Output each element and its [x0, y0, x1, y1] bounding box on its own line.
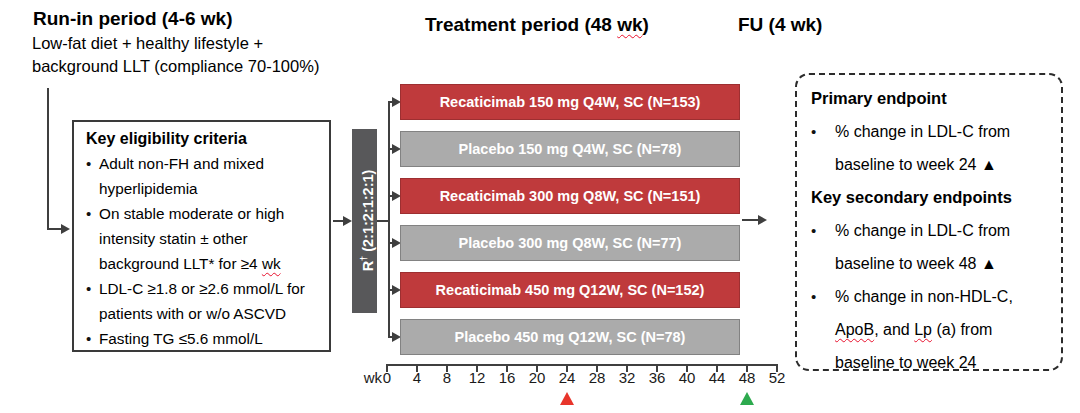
eligibility-criteria-box: Key eligibility criteria • Adult non-FH …: [72, 120, 331, 352]
axis-tick-label: 28: [582, 369, 612, 386]
randomization-ratio: (2:1:2:1:2:1): [360, 170, 376, 256]
bullet-icon: •: [811, 280, 835, 379]
bullet-icon: •: [811, 115, 835, 181]
red-triangle-icon: ▲: [981, 156, 997, 173]
arm-bar-placebo-150: Placebo 150 mg Q4W, SC (N=78): [400, 131, 740, 167]
run-in-subtitle-line1: Low-fat diet + healthy lifestyle +: [32, 34, 263, 53]
endpoints-box: Primary endpoint • % change in LDL-C fro…: [795, 73, 1063, 371]
axis-tick-label: 4: [402, 369, 432, 386]
treatment-title-text: Treatment period (48: [425, 14, 617, 35]
endpoint-line: baseline to week 48 ▲: [835, 247, 1057, 280]
axis-tick-label: 44: [702, 369, 732, 386]
endpoint-item: • % change in LDL-C from baseline to wee…: [811, 115, 1057, 181]
arm-bar-recaticimab-450: Recaticimab 450 mg Q12W, SC (N=152): [400, 272, 740, 308]
eligibility-item: • LDL-C ≥1.8 or ≥2.6 mmol/L for patients…: [86, 276, 323, 326]
week24-red-triangle-icon: [560, 392, 574, 405]
eligibility-line-text: background LLT* for ≥4: [99, 255, 262, 272]
axis-tick-label: 40: [672, 369, 702, 386]
eligibility-item: • Adult non-FH and mixed hyperlipidemia: [86, 151, 323, 201]
bullet-icon: •: [86, 326, 99, 351]
treatment-title-wavy-word: wk: [617, 14, 642, 35]
endpoint-line: baseline to week 24: [835, 346, 1057, 379]
randomization-r: R: [360, 261, 376, 271]
axis-tick-label: 0: [372, 369, 402, 386]
eligibility-item-line: background LLT* for ≥4 wk: [99, 251, 323, 276]
arm-bar-recaticimab-300: Recaticimab 300 mg Q8W, SC (N=151): [400, 178, 740, 214]
eligibility-item-line: Adult non-FH and mixed: [99, 151, 323, 176]
endpoint-wavy-word: ApoB: [835, 321, 874, 338]
eligibility-to-randomization-arrowhead-icon: [343, 216, 352, 226]
endpoint-item: • % change in LDL-C from baseline to wee…: [811, 214, 1057, 280]
secondary-endpoints-title: Key secondary endpoints: [811, 181, 1057, 214]
green-triangle-icon: ▲: [981, 255, 997, 272]
week-axis-line: [386, 364, 777, 366]
axis-tick-label: 20: [522, 369, 552, 386]
axis-tick-label: 12: [462, 369, 492, 386]
eligibility-item-line: On stable moderate or high: [99, 201, 323, 226]
primary-endpoint-title: Primary endpoint: [811, 82, 1057, 115]
axis-tick-label: 24: [552, 369, 582, 386]
follow-up-title: FU (4 wk): [738, 14, 822, 36]
treatment-title-close: ): [643, 14, 649, 35]
axis-tick-label: 8: [432, 369, 462, 386]
branch-vline: [388, 101, 390, 338]
arm-bar-placebo-300: Placebo 300 mg Q8W, SC (N=77): [400, 225, 740, 261]
eligibility-item-line: Fasting TG ≤5.6 mmol/L: [99, 326, 323, 351]
endpoint-wavy-word: Lp: [914, 321, 932, 338]
axis-tick-label: 36: [642, 369, 672, 386]
endpoint-line: % change in LDL-C from: [835, 214, 1057, 247]
bullet-icon: •: [86, 151, 99, 201]
eligibility-item: • Fasting TG ≤5.6 mmol/L: [86, 326, 323, 351]
bullet-icon: •: [811, 214, 835, 280]
run-in-connector-vline: [47, 88, 49, 230]
eligibility-item-line: patients with or w/o ASCVD: [99, 301, 323, 326]
endpoint-line-text: , and: [874, 321, 914, 338]
axis-tick-label: 16: [492, 369, 522, 386]
arm-bar-placebo-450: Placebo 450 mg Q12W, SC (N=78): [400, 319, 740, 355]
week48-green-triangle-icon: [740, 392, 754, 405]
eligibility-line-wavy-word: wk: [262, 255, 281, 272]
eligibility-item-line: intensity statin ± other: [99, 226, 323, 251]
endpoint-line-text: baseline to week 24: [835, 156, 981, 173]
randomization-label: R† (2:1:2:1:2:1): [352, 128, 377, 313]
endpoint-line-text: baseline to week 48: [835, 255, 981, 272]
endpoint-item: • % change in non-HDL-C, ApoB, and Lp (a…: [811, 280, 1057, 379]
study-design-diagram: Run-in period (4-6 wk) Low-fat diet + he…: [0, 0, 1080, 413]
axis-tick-label: 48: [732, 369, 762, 386]
arms-to-endpoints-arrowhead-icon: [758, 215, 767, 225]
eligibility-item: • On stable moderate or high intensity s…: [86, 201, 323, 276]
endpoint-line-text: (a) from: [932, 321, 992, 338]
axis-tick-label: 32: [612, 369, 642, 386]
bullet-icon: •: [86, 201, 99, 276]
run-in-period-title: Run-in period (4-6 wk): [33, 8, 233, 30]
run-in-subtitle-line2: background LLT (compliance 70-100%): [32, 57, 319, 76]
endpoint-line: % change in non-HDL-C,: [835, 280, 1057, 313]
eligibility-title: Key eligibility criteria: [86, 127, 323, 151]
endpoint-line: % change in LDL-C from: [835, 115, 1057, 148]
eligibility-item-line: hyperlipidemia: [99, 176, 323, 201]
bullet-icon: •: [86, 276, 99, 326]
run-in-arrowhead-icon: [61, 224, 70, 234]
axis-tick-label: 52: [762, 369, 792, 386]
endpoint-line: ApoB, and Lp (a) from: [835, 313, 1057, 346]
arm-bar-recaticimab-150: Recaticimab 150 mg Q4W, SC (N=153): [400, 84, 740, 120]
dagger-footnote-mark: †: [359, 256, 369, 261]
treatment-period-title: Treatment period (48 wk): [425, 14, 649, 36]
eligibility-item-line: LDL-C ≥1.8 or ≥2.6 mmol/L for: [99, 276, 323, 301]
endpoint-line: baseline to week 24 ▲: [835, 148, 1057, 181]
